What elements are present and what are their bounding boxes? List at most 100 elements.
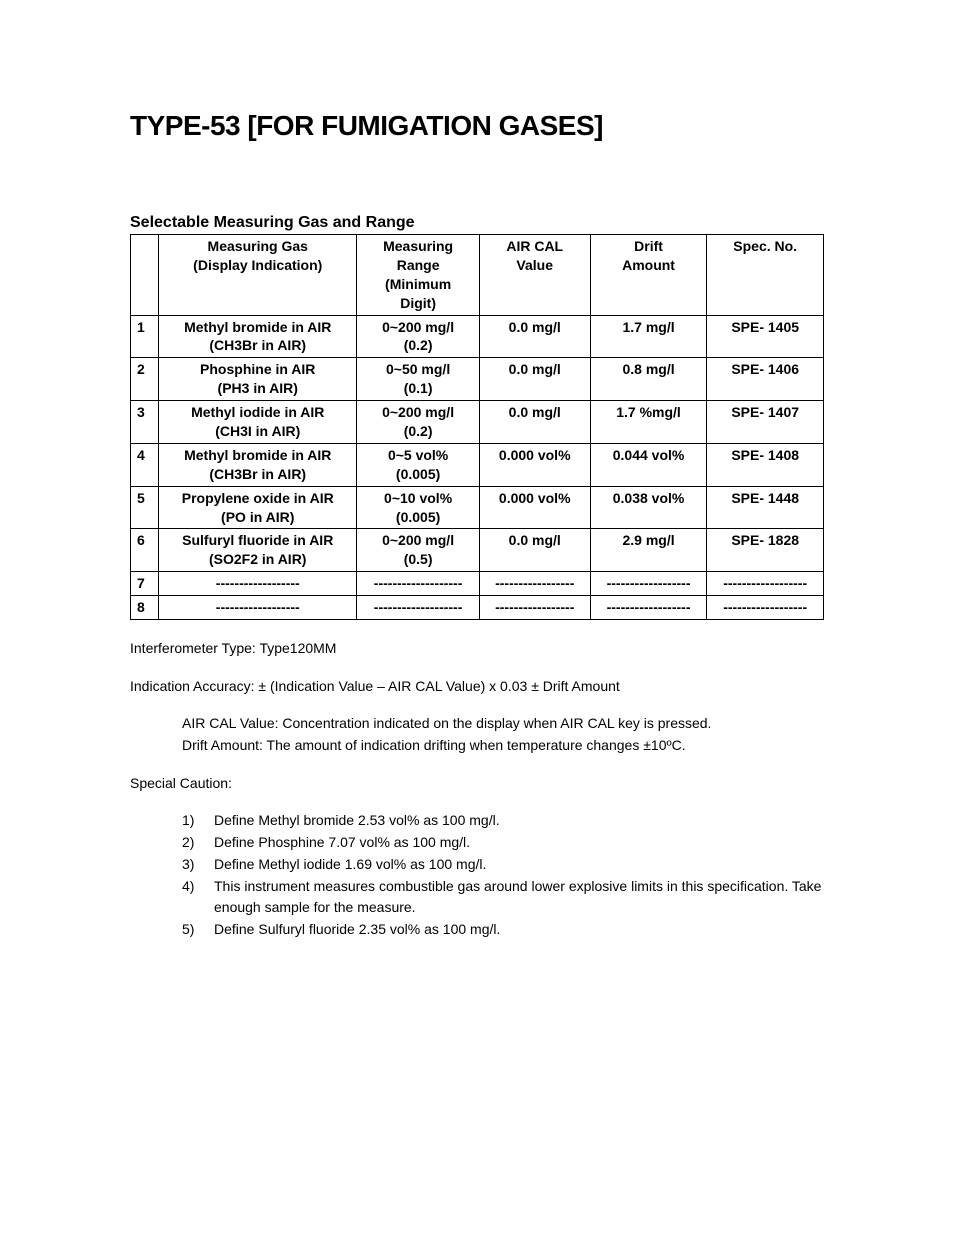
caution-heading: Special Caution: [130, 773, 824, 795]
cell-range: 0~10 vol%(0.005) [357, 486, 479, 529]
cell-spec-no: SPE- 1408 [707, 443, 824, 486]
caution-text: Define Methyl iodide 1.69 vol% as 100 mg… [214, 854, 486, 876]
range-value: 0~200 mg/l [363, 531, 472, 550]
col-spec: Spec. No. [707, 235, 824, 316]
cell-gas: Propylene oxide in AIR(PO in AIR) [159, 486, 357, 529]
cell-drift: 0.044 vol% [590, 443, 707, 486]
caution-num: 4) [182, 876, 204, 919]
range-min-digit: (0.005) [363, 508, 472, 527]
col-range-l1: Measuring [363, 237, 472, 256]
cell-range: 0~50 mg/l(0.1) [357, 358, 479, 401]
gas-name: Phosphine in AIR [165, 360, 350, 379]
notes-section: Interferometer Type: Type120MM Indicatio… [130, 638, 824, 941]
col-aircal: AIR CAL Value [479, 235, 590, 316]
cell-range: 0~200 mg/l(0.5) [357, 529, 479, 572]
caution-list: 1)Define Methyl bromide 2.53 vol% as 100… [130, 810, 824, 940]
caution-num: 1) [182, 810, 204, 832]
col-range-l4: Digit) [363, 294, 472, 313]
cell-range: 0~5 vol%(0.005) [357, 443, 479, 486]
table-row: 3Methyl iodide in AIR(CH3I in AIR)0~200 … [131, 401, 824, 444]
cell-aircal: 0.0 mg/l [479, 529, 590, 572]
col-gas-l1: Measuring Gas [165, 237, 350, 256]
gas-name: Methyl bromide in AIR [165, 446, 350, 465]
range-value: 0~10 vol% [363, 489, 472, 508]
table-row: 1Methyl bromide in AIR(CH3Br in AIR)0~20… [131, 315, 824, 358]
cell-gas: ------------------ [159, 572, 357, 596]
def-aircal: AIR CAL Value: Concentration indicated o… [182, 713, 824, 735]
cell-range: 0~200 mg/l(0.2) [357, 401, 479, 444]
page-title: TYPE-53 [FOR FUMIGATION GASES] [130, 110, 824, 142]
cell-drift: ------------------ [590, 596, 707, 620]
col-range-l3: (Minimum [363, 275, 472, 294]
gas-display: (PO in AIR) [165, 508, 350, 527]
caution-item: 4)This instrument measures combustible g… [182, 876, 824, 919]
cell-spec-no: SPE- 1828 [707, 529, 824, 572]
gas-name: Methyl bromide in AIR [165, 318, 350, 337]
range-value: 0~200 mg/l [363, 318, 472, 337]
cell-spec-no: SPE- 1406 [707, 358, 824, 401]
table-row: 5Propylene oxide in AIR(PO in AIR)0~10 v… [131, 486, 824, 529]
range-value: ------------------- [363, 598, 472, 617]
gas-display: (CH3Br in AIR) [165, 336, 350, 355]
interferometer-note: Interferometer Type: Type120MM [130, 638, 824, 660]
cell-drift: 2.9 mg/l [590, 529, 707, 572]
table-row: 4Methyl bromide in AIR(CH3Br in AIR)0~5 … [131, 443, 824, 486]
row-index: 1 [131, 315, 159, 358]
spec-table: Measuring Gas (Display Indication) Measu… [130, 234, 824, 620]
cell-aircal: 0.000 vol% [479, 443, 590, 486]
range-min-digit: (0.2) [363, 336, 472, 355]
table-row: 8---------------------------------------… [131, 596, 824, 620]
definitions: AIR CAL Value: Concentration indicated o… [130, 713, 824, 756]
table-row: 7---------------------------------------… [131, 572, 824, 596]
cell-drift: 1.7 %mg/l [590, 401, 707, 444]
gas-display: (CH3I in AIR) [165, 422, 350, 441]
cell-gas: Sulfuryl fluoride in AIR(SO2F2 in AIR) [159, 529, 357, 572]
caution-item: 2)Define Phosphine 7.07 vol% as 100 mg/l… [182, 832, 824, 854]
caution-item: 1)Define Methyl bromide 2.53 vol% as 100… [182, 810, 824, 832]
table-row: 6Sulfuryl fluoride in AIR(SO2F2 in AIR)0… [131, 529, 824, 572]
cell-gas: ------------------ [159, 596, 357, 620]
col-gas-l2: (Display Indication) [165, 256, 350, 275]
cell-range: ------------------- [357, 572, 479, 596]
range-value: 0~200 mg/l [363, 403, 472, 422]
gas-name: ------------------ [165, 574, 350, 593]
col-drift-l2: Amount [597, 256, 701, 275]
range-value: 0~50 mg/l [363, 360, 472, 379]
table-header-row: Measuring Gas (Display Indication) Measu… [131, 235, 824, 316]
row-index: 5 [131, 486, 159, 529]
gas-display: (SO2F2 in AIR) [165, 550, 350, 569]
gas-display: (PH3 in AIR) [165, 379, 350, 398]
section-heading: Selectable Measuring Gas and Range [130, 214, 824, 232]
cell-aircal: ----------------- [479, 572, 590, 596]
col-gas: Measuring Gas (Display Indication) [159, 235, 357, 316]
cell-spec-no: SPE- 1405 [707, 315, 824, 358]
cell-drift: 0.038 vol% [590, 486, 707, 529]
col-index [131, 235, 159, 316]
col-range-l2: Range [363, 256, 472, 275]
cell-aircal: 0.0 mg/l [479, 315, 590, 358]
cell-drift: 1.7 mg/l [590, 315, 707, 358]
caution-text: Define Sulfuryl fluoride 2.35 vol% as 10… [214, 919, 500, 941]
col-aircal-l2: Value [486, 256, 584, 275]
caution-text: This instrument measures combustible gas… [214, 876, 824, 919]
cell-drift: 0.8 mg/l [590, 358, 707, 401]
gas-name: Propylene oxide in AIR [165, 489, 350, 508]
gas-name: Sulfuryl fluoride in AIR [165, 531, 350, 550]
range-value: 0~5 vol% [363, 446, 472, 465]
table-row: 2Phosphine in AIR(PH3 in AIR)0~50 mg/l(0… [131, 358, 824, 401]
cell-gas: Methyl bromide in AIR(CH3Br in AIR) [159, 315, 357, 358]
cell-gas: Phosphine in AIR(PH3 in AIR) [159, 358, 357, 401]
gas-name: ------------------ [165, 598, 350, 617]
caution-num: 2) [182, 832, 204, 854]
range-min-digit: (0.5) [363, 550, 472, 569]
col-range: Measuring Range (Minimum Digit) [357, 235, 479, 316]
col-drift-l1: Drift [597, 237, 701, 256]
col-aircal-l1: AIR CAL [486, 237, 584, 256]
cell-aircal: ----------------- [479, 596, 590, 620]
range-min-digit: (0.005) [363, 465, 472, 484]
cell-gas: Methyl bromide in AIR(CH3Br in AIR) [159, 443, 357, 486]
accuracy-note: Indication Accuracy: ± (Indication Value… [130, 676, 824, 698]
row-index: 8 [131, 596, 159, 620]
cell-spec-no: ------------------ [707, 572, 824, 596]
cell-aircal: 0.000 vol% [479, 486, 590, 529]
